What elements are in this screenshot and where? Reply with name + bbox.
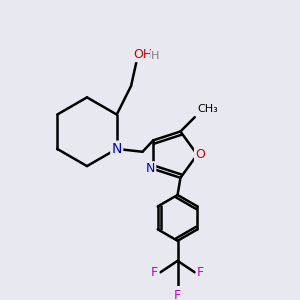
Text: OH: OH: [133, 48, 152, 61]
Text: N: N: [146, 163, 155, 176]
Text: F: F: [174, 289, 181, 300]
Text: H: H: [151, 51, 160, 61]
Text: F: F: [197, 266, 204, 279]
Text: O: O: [195, 148, 205, 161]
Text: N: N: [112, 142, 122, 156]
Text: F: F: [151, 266, 158, 279]
Text: CH₃: CH₃: [198, 104, 218, 114]
